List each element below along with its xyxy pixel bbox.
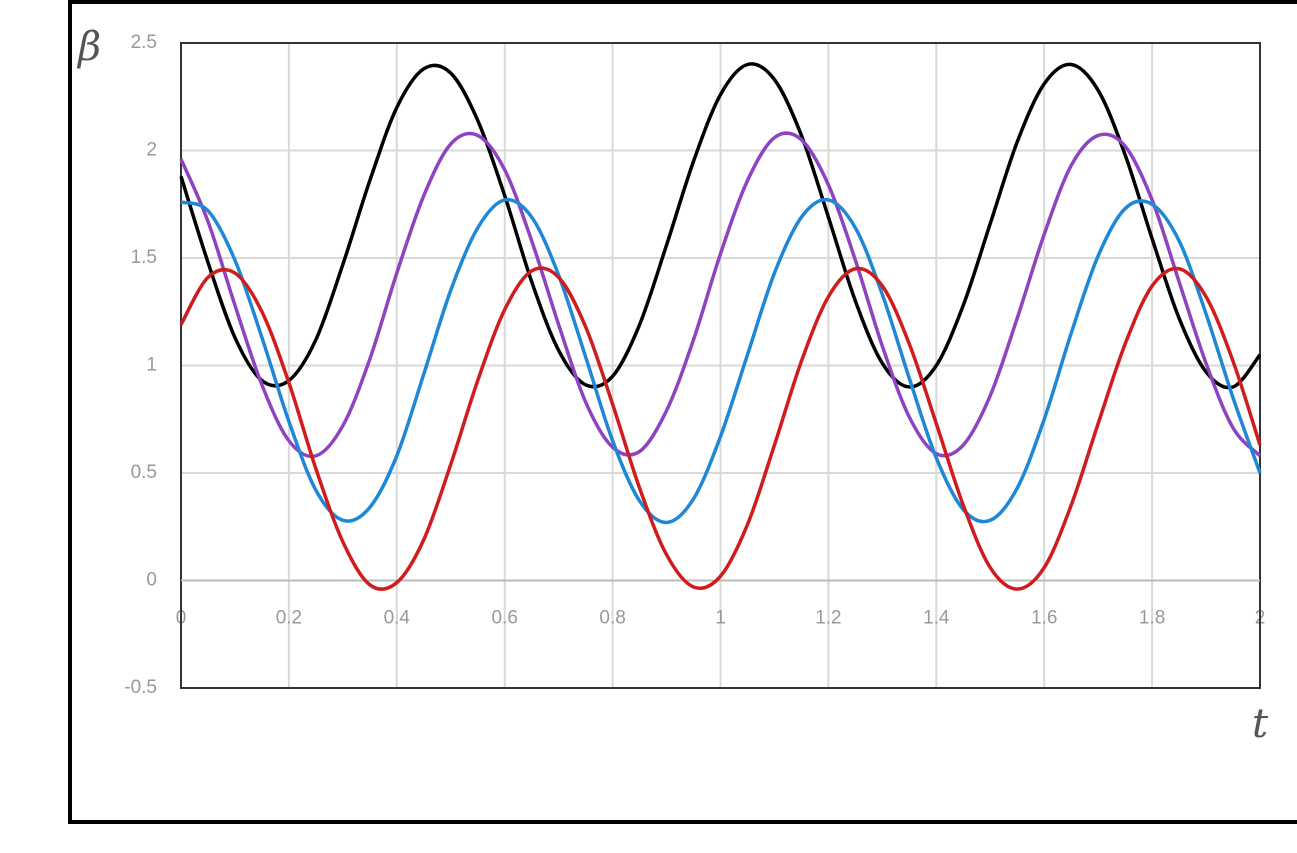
series-line <box>180 197 1262 525</box>
x-tick-label: 0.8 <box>599 608 625 629</box>
frame <box>68 0 1297 824</box>
x-tick-label: 1.8 <box>1139 608 1165 629</box>
y-tick-label: 1.5 <box>131 247 157 268</box>
x-tick-label: 0.6 <box>491 608 517 629</box>
series-line <box>179 62 1262 390</box>
y-tick-label: 2 <box>146 140 157 161</box>
x-axis-label: t <box>1252 701 1269 747</box>
y-axis-label: β <box>76 24 101 70</box>
series-line <box>179 131 1262 459</box>
plot-border <box>180 42 1261 689</box>
y-tick-label: 2.5 <box>131 32 157 53</box>
x-tick-label: 1.6 <box>1031 608 1057 629</box>
y-tick-label: 1 <box>146 355 157 376</box>
x-tick-label: 0.4 <box>384 608 411 629</box>
x-tick-label: 1 <box>715 608 726 629</box>
y-tick-label: 0.5 <box>131 462 157 483</box>
x-tick-label: 0.2 <box>276 608 302 629</box>
x-tick-label: 1.2 <box>815 608 841 629</box>
series-line <box>179 266 1262 591</box>
x-tick-label: 1.4 <box>923 608 950 629</box>
y-tick-label: 0 <box>146 570 157 591</box>
y-tick-label: -0.5 <box>124 677 157 698</box>
